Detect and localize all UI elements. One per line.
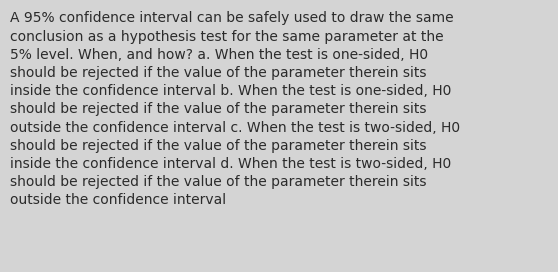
Text: A 95% confidence interval can be safely used to draw the same
conclusion as a hy: A 95% confidence interval can be safely … xyxy=(10,11,460,207)
